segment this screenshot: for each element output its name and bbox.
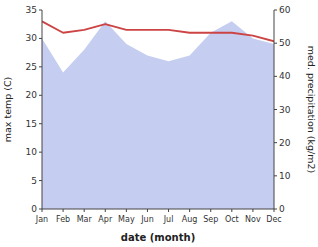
y2-tick	[274, 142, 277, 143]
y2-tick-label: 30	[279, 105, 291, 115]
y-tick-label: 30	[26, 33, 38, 43]
plot-area	[42, 21, 274, 209]
y-axis-label: max temp (C)	[2, 77, 13, 143]
x-tick-label: Jan	[35, 215, 48, 224]
x-tick	[105, 209, 106, 212]
y-tick	[39, 152, 42, 153]
x-tick-label: Feb	[56, 215, 70, 224]
y2-tick	[274, 109, 277, 110]
y-tick	[39, 123, 42, 124]
x-axis-line	[42, 209, 274, 210]
y2-tick-label: 60	[279, 5, 291, 15]
x-axis-label: date (month)	[121, 232, 195, 243]
x-tick	[252, 209, 253, 212]
y-tick-label: 5	[31, 176, 37, 186]
area	[42, 21, 274, 209]
x-tick-label: Mar	[77, 215, 93, 224]
y2-axis-label: med. precipitation (kg/m2)	[306, 46, 317, 173]
x-tick	[210, 209, 211, 212]
x-tick	[168, 209, 169, 212]
x-tick	[126, 209, 127, 212]
y-tick-label: 10	[26, 147, 38, 157]
y2-tick-label: 40	[279, 71, 291, 81]
y-axis-line	[42, 10, 43, 209]
y-tick-label: 15	[26, 119, 37, 129]
y-tick-label: 35	[26, 5, 37, 15]
chart-svg: 0 5 10 15 20 25 30 35 0 10 20 30 40 50 60 Jan Feb Mar Apr M…	[0, 0, 318, 247]
y2-tick-label: 10	[279, 171, 291, 181]
x-tick	[231, 209, 232, 212]
y-tick-label: 25	[26, 62, 37, 72]
y-tick	[39, 38, 42, 39]
y-tick	[39, 95, 42, 96]
x-tick	[42, 209, 43, 212]
x-tick-label: Dec	[266, 215, 281, 224]
x-tick	[147, 209, 148, 212]
x-tick-label: Aug	[182, 215, 198, 224]
y2-tick	[274, 10, 277, 11]
x-tick-label: Nov	[245, 215, 261, 224]
x-tick-label: Oct	[225, 215, 239, 224]
x-tick	[84, 209, 85, 212]
y2-tick-label: 50	[279, 38, 291, 48]
x-tick	[63, 209, 64, 212]
x-tick-label: Jul	[163, 215, 174, 224]
y-tick	[39, 10, 42, 11]
y2-tick	[274, 175, 277, 176]
x-tick-label: May	[118, 215, 135, 224]
x-tick-label: Sep	[203, 215, 218, 224]
y-tick-label: 0	[31, 204, 37, 214]
y-tick-label: 20	[26, 90, 38, 100]
line	[42, 21, 274, 41]
x-tick	[189, 209, 190, 212]
chart-container: 0 5 10 15 20 25 30 35 0 10 20 30 40 50 60 Jan Feb Mar Apr M…	[0, 0, 318, 247]
x-tick-label: Jun	[140, 215, 154, 224]
y2-tick-label: 0	[279, 204, 285, 214]
y-tick	[39, 66, 42, 67]
y2-tick	[274, 43, 277, 44]
y-tick	[39, 180, 42, 181]
y2-tick-label: 20	[279, 138, 291, 148]
x-tick	[274, 209, 275, 212]
y2-tick	[274, 76, 277, 77]
x-tick-label: Apr	[98, 215, 113, 224]
